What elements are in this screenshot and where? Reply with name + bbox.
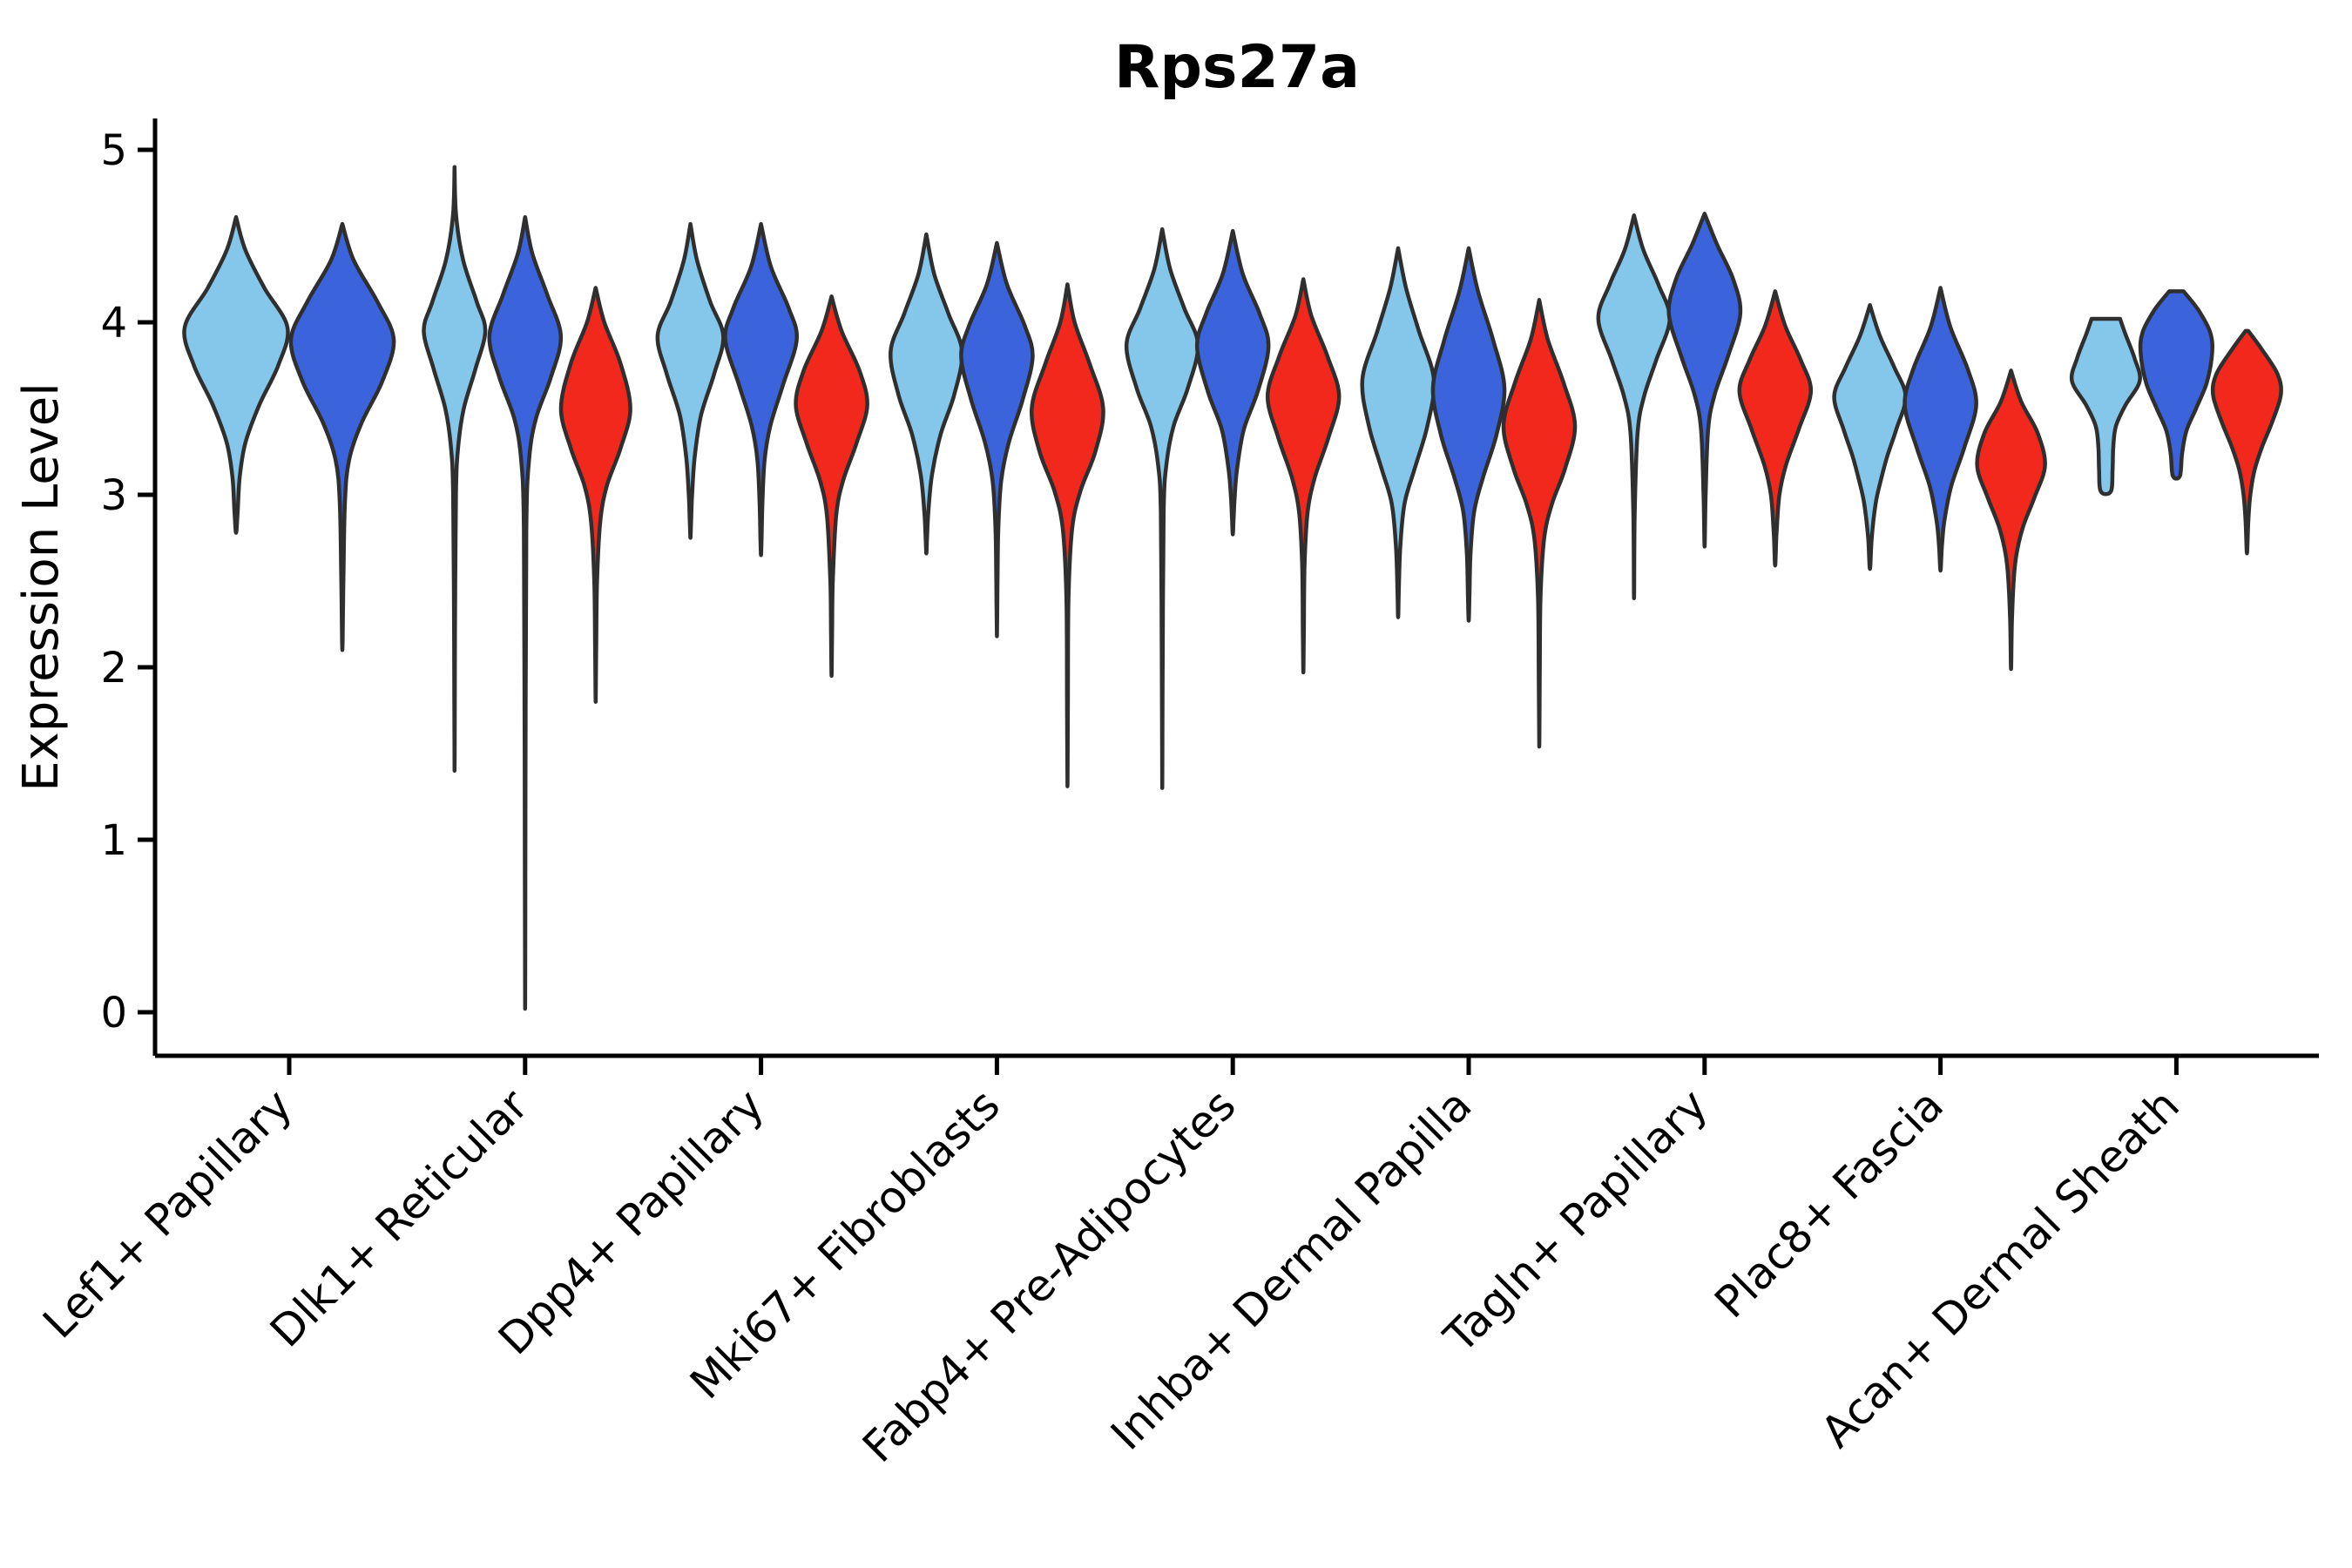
violin-mki67-fibroblasts-light-blue	[889, 232, 964, 556]
y-tick-label: 1	[100, 816, 127, 865]
violin-fabp4-pre-adipocytes-royal-blue	[1194, 228, 1271, 537]
y-axis-label: Expression Level	[13, 382, 70, 792]
violin-lef1-papillary-light-blue	[182, 214, 290, 535]
violin-fabp4-pre-adipocytes-light-blue	[1124, 226, 1200, 790]
violin-tagln-papillary-light-blue	[1596, 213, 1673, 601]
violin-plac8-fascia-royal-blue	[1903, 286, 1978, 573]
x-tick-label-plac8-fascia: Plac8+ Fascia	[1705, 1079, 1953, 1328]
violin-mki67-fibroblasts-red	[1030, 282, 1105, 788]
x-tick-label-tagln-papillary: Tagln+ Papillary	[1434, 1079, 1717, 1362]
y-tick-label: 0	[100, 989, 127, 1037]
violin-lef1-papillary-royal-blue	[288, 221, 396, 652]
violin-acan-dermal-sheath-light-blue	[2069, 316, 2142, 497]
violin-acan-dermal-sheath-red	[2210, 328, 2283, 556]
violin-inhba-dermal-papilla-red	[1501, 298, 1578, 749]
violin-dlk1-reticular-red	[558, 286, 632, 704]
y-tick-label: 3	[100, 471, 127, 520]
x-tick-label-lef1-papillary: Lef1+ Papillary	[33, 1079, 301, 1348]
violin-tagln-papillary-royal-blue	[1666, 212, 1743, 549]
y-tick-label: 4	[100, 299, 127, 348]
violins-layer	[182, 165, 2283, 1011]
violin-plac8-fascia-light-blue	[1832, 302, 1908, 571]
y-tick-label: 2	[100, 644, 127, 693]
violin-dlk1-reticular-light-blue	[422, 165, 488, 774]
violin-inhba-dermal-papilla-light-blue	[1360, 246, 1436, 619]
violin-acan-dermal-sheath-royal-blue	[2138, 289, 2214, 481]
x-tick-label-dlk1-reticular: Dlk1+ Reticular	[260, 1079, 537, 1356]
chart-title: Rps27a	[1114, 33, 1360, 102]
x-tick-label-fabp4-pre-adipocytes: Fabp4+ Pre-Adipocytes	[853, 1079, 1246, 1472]
violin-dpp4-papillary-red	[794, 294, 869, 679]
violin-inhba-dermal-papilla-royal-blue	[1430, 246, 1507, 623]
violin-dpp4-papillary-light-blue	[655, 221, 726, 540]
violin-fabp4-pre-adipocytes-red	[1265, 277, 1342, 675]
violin-plac8-fascia-red	[1975, 368, 2047, 672]
violin-dlk1-reticular-royal-blue	[487, 214, 564, 1011]
violin-dpp4-papillary-royal-blue	[723, 221, 799, 558]
violin-mki67-fibroblasts-royal-blue	[959, 240, 1035, 639]
violin-tagln-papillary-red	[1737, 289, 1814, 568]
y-tick-label: 5	[100, 126, 127, 175]
